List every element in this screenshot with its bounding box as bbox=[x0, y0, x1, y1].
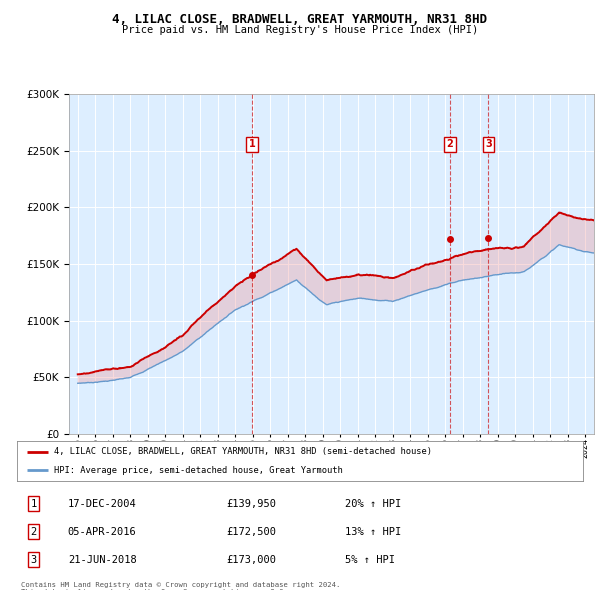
Text: 3: 3 bbox=[485, 139, 492, 149]
Text: 05-APR-2016: 05-APR-2016 bbox=[68, 527, 137, 536]
Text: £172,500: £172,500 bbox=[226, 527, 277, 536]
Text: 4, LILAC CLOSE, BRADWELL, GREAT YARMOUTH, NR31 8HD (semi-detached house): 4, LILAC CLOSE, BRADWELL, GREAT YARMOUTH… bbox=[53, 447, 431, 456]
Text: HPI: Average price, semi-detached house, Great Yarmouth: HPI: Average price, semi-detached house,… bbox=[53, 466, 343, 474]
Text: Contains HM Land Registry data © Crown copyright and database right 2024.
This d: Contains HM Land Registry data © Crown c… bbox=[21, 582, 340, 590]
Text: 5% ↑ HPI: 5% ↑ HPI bbox=[346, 555, 395, 565]
Text: 21-JUN-2018: 21-JUN-2018 bbox=[68, 555, 137, 565]
Text: 3: 3 bbox=[31, 555, 37, 565]
Text: 17-DEC-2004: 17-DEC-2004 bbox=[68, 499, 137, 509]
Text: 1: 1 bbox=[31, 499, 37, 509]
Text: 2: 2 bbox=[446, 139, 454, 149]
Text: Price paid vs. HM Land Registry's House Price Index (HPI): Price paid vs. HM Land Registry's House … bbox=[122, 25, 478, 35]
Text: £139,950: £139,950 bbox=[226, 499, 277, 509]
Text: 2: 2 bbox=[31, 527, 37, 536]
Text: 13% ↑ HPI: 13% ↑ HPI bbox=[346, 527, 401, 536]
Text: £173,000: £173,000 bbox=[226, 555, 277, 565]
Text: 20% ↑ HPI: 20% ↑ HPI bbox=[346, 499, 401, 509]
Text: 4, LILAC CLOSE, BRADWELL, GREAT YARMOUTH, NR31 8HD: 4, LILAC CLOSE, BRADWELL, GREAT YARMOUTH… bbox=[113, 13, 487, 26]
Text: 1: 1 bbox=[248, 139, 256, 149]
